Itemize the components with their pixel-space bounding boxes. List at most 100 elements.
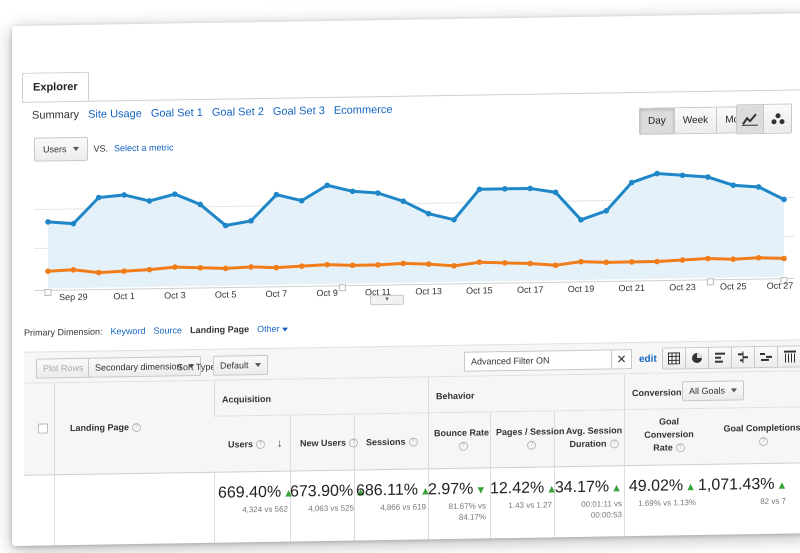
series-2-point[interactable] <box>654 258 660 265</box>
pivot-icon[interactable] <box>778 346 800 367</box>
series-2-point[interactable] <box>349 262 356 269</box>
plot-rows-button[interactable]: Plot Rows <box>36 357 91 379</box>
series-2-point[interactable] <box>95 269 102 276</box>
series-2-point[interactable] <box>121 268 127 274</box>
series-1-point[interactable] <box>578 217 584 223</box>
series-1-point[interactable] <box>527 185 534 192</box>
series-1-point[interactable] <box>654 170 660 177</box>
series-2-point[interactable] <box>298 263 305 269</box>
series-1-point[interactable] <box>425 210 432 217</box>
advanced-filter-input[interactable]: Advanced Filter ON ✕ <box>464 349 632 372</box>
annotation-marker[interactable] <box>780 277 788 285</box>
series-2-point[interactable] <box>222 265 229 272</box>
motion-chart-icon[interactable] <box>764 104 791 133</box>
series-2-point[interactable] <box>425 261 432 267</box>
help-icon[interactable]: ? <box>759 437 768 447</box>
series-2-point[interactable] <box>781 255 787 262</box>
subtab-ecommerce[interactable]: Ecommerce <box>333 103 393 117</box>
close-icon[interactable]: ✕ <box>611 350 631 369</box>
period-day-button[interactable]: Day <box>640 108 675 134</box>
dimension-landing-page[interactable]: Landing Page <box>190 324 250 336</box>
line-chart-icon[interactable] <box>737 104 764 134</box>
annotation-marker[interactable] <box>338 284 346 292</box>
bounce-rate-column-header[interactable]: Bounce Rate? <box>434 426 489 453</box>
series-1-point[interactable] <box>248 218 254 224</box>
series-2-point[interactable] <box>705 255 711 262</box>
series-1-point[interactable] <box>45 219 51 225</box>
new-users-column-header[interactable]: New Users? <box>300 436 359 450</box>
help-icon[interactable]: ? <box>349 438 359 448</box>
data-table-icon[interactable] <box>663 348 686 369</box>
series-2-point[interactable] <box>197 264 204 271</box>
series-1-point[interactable] <box>705 174 711 180</box>
select-metric-link[interactable]: Select a metric <box>114 142 174 154</box>
series-1-point[interactable] <box>679 172 686 179</box>
help-icon[interactable]: ? <box>458 441 468 451</box>
series-1-point[interactable] <box>451 216 457 223</box>
help-icon[interactable]: ? <box>408 437 418 447</box>
series-1-point[interactable] <box>197 201 204 208</box>
series-1-point[interactable] <box>121 192 127 198</box>
annotation-marker[interactable] <box>44 288 52 296</box>
performance-icon[interactable] <box>709 347 732 368</box>
metric-select[interactable]: Users <box>34 136 88 162</box>
series-1-point[interactable] <box>349 188 356 195</box>
help-icon[interactable]: ? <box>527 440 537 450</box>
series-2-point[interactable] <box>45 268 51 275</box>
series-1-point[interactable] <box>273 191 280 198</box>
series-2-point[interactable] <box>172 264 178 270</box>
dimension-source[interactable]: Source <box>153 325 183 336</box>
subtab-goal-set-2[interactable]: Goal Set 2 <box>211 105 264 119</box>
series-1-point[interactable] <box>95 194 102 201</box>
series-1-point[interactable] <box>628 179 635 186</box>
help-icon[interactable]: ? <box>132 423 142 433</box>
subtab-goal-set-3[interactable]: Goal Set 3 <box>272 104 325 118</box>
subtab-goal-set-1[interactable]: Goal Set 1 <box>150 106 203 120</box>
series-1-point[interactable] <box>755 184 762 190</box>
period-week-button[interactable]: Week <box>674 107 718 134</box>
series-1-point[interactable] <box>781 196 787 203</box>
series-1-point[interactable] <box>400 198 407 205</box>
chart-resize-handle[interactable]: ▾ <box>370 294 404 306</box>
users-column-header[interactable]: Users? ↓ <box>228 437 283 450</box>
series-1-point[interactable] <box>603 208 610 214</box>
series-2-point[interactable] <box>502 260 508 266</box>
series-2-point[interactable] <box>578 258 584 265</box>
series-1-point[interactable] <box>172 191 178 197</box>
goal-select[interactable]: All Goals <box>682 380 745 402</box>
series-2-point[interactable] <box>400 260 407 267</box>
goal-completions-column-header[interactable]: Goal Completions? <box>708 421 800 449</box>
comparison-icon[interactable] <box>732 347 755 368</box>
series-2-point[interactable] <box>248 264 254 270</box>
pie-chart-icon[interactable] <box>686 347 709 369</box>
series-1-point[interactable] <box>222 222 229 229</box>
tab-explorer[interactable]: Explorer <box>22 71 89 102</box>
dimension-keyword[interactable]: Keyword <box>110 325 146 337</box>
pages-session-column-header[interactable]: Pages / Session? <box>496 425 565 452</box>
series-2-point[interactable] <box>679 257 686 263</box>
series-2-point[interactable] <box>628 259 635 265</box>
series-1-point[interactable] <box>375 190 381 196</box>
help-icon[interactable]: ? <box>256 440 266 450</box>
series-1-point[interactable] <box>552 189 559 196</box>
series-2-point[interactable] <box>552 262 559 269</box>
series-2-point[interactable] <box>324 261 330 268</box>
edit-filter-link[interactable]: edit <box>639 353 657 365</box>
series-2-point[interactable] <box>375 262 381 268</box>
series-1-point[interactable] <box>730 182 737 189</box>
sort-type-select[interactable]: Default <box>213 354 268 376</box>
series-2-point[interactable] <box>730 256 737 263</box>
series-2-point[interactable] <box>146 266 153 273</box>
dimension-other[interactable]: Other <box>257 324 289 334</box>
series-2-point[interactable] <box>527 260 534 267</box>
select-all-checkbox[interactable] <box>38 423 48 434</box>
goal-conversion-column-header[interactable]: Goal Conversion Rate? <box>644 416 694 453</box>
series-2-point[interactable] <box>603 259 610 266</box>
term-cloud-icon[interactable] <box>755 346 778 368</box>
series-2-point[interactable] <box>273 264 280 271</box>
sessions-column-header[interactable]: Sessions? <box>366 436 418 450</box>
series-1-point[interactable] <box>146 198 153 204</box>
series-1-point[interactable] <box>70 220 77 227</box>
series-2-point[interactable] <box>451 263 457 269</box>
series-1-point[interactable] <box>298 197 305 204</box>
